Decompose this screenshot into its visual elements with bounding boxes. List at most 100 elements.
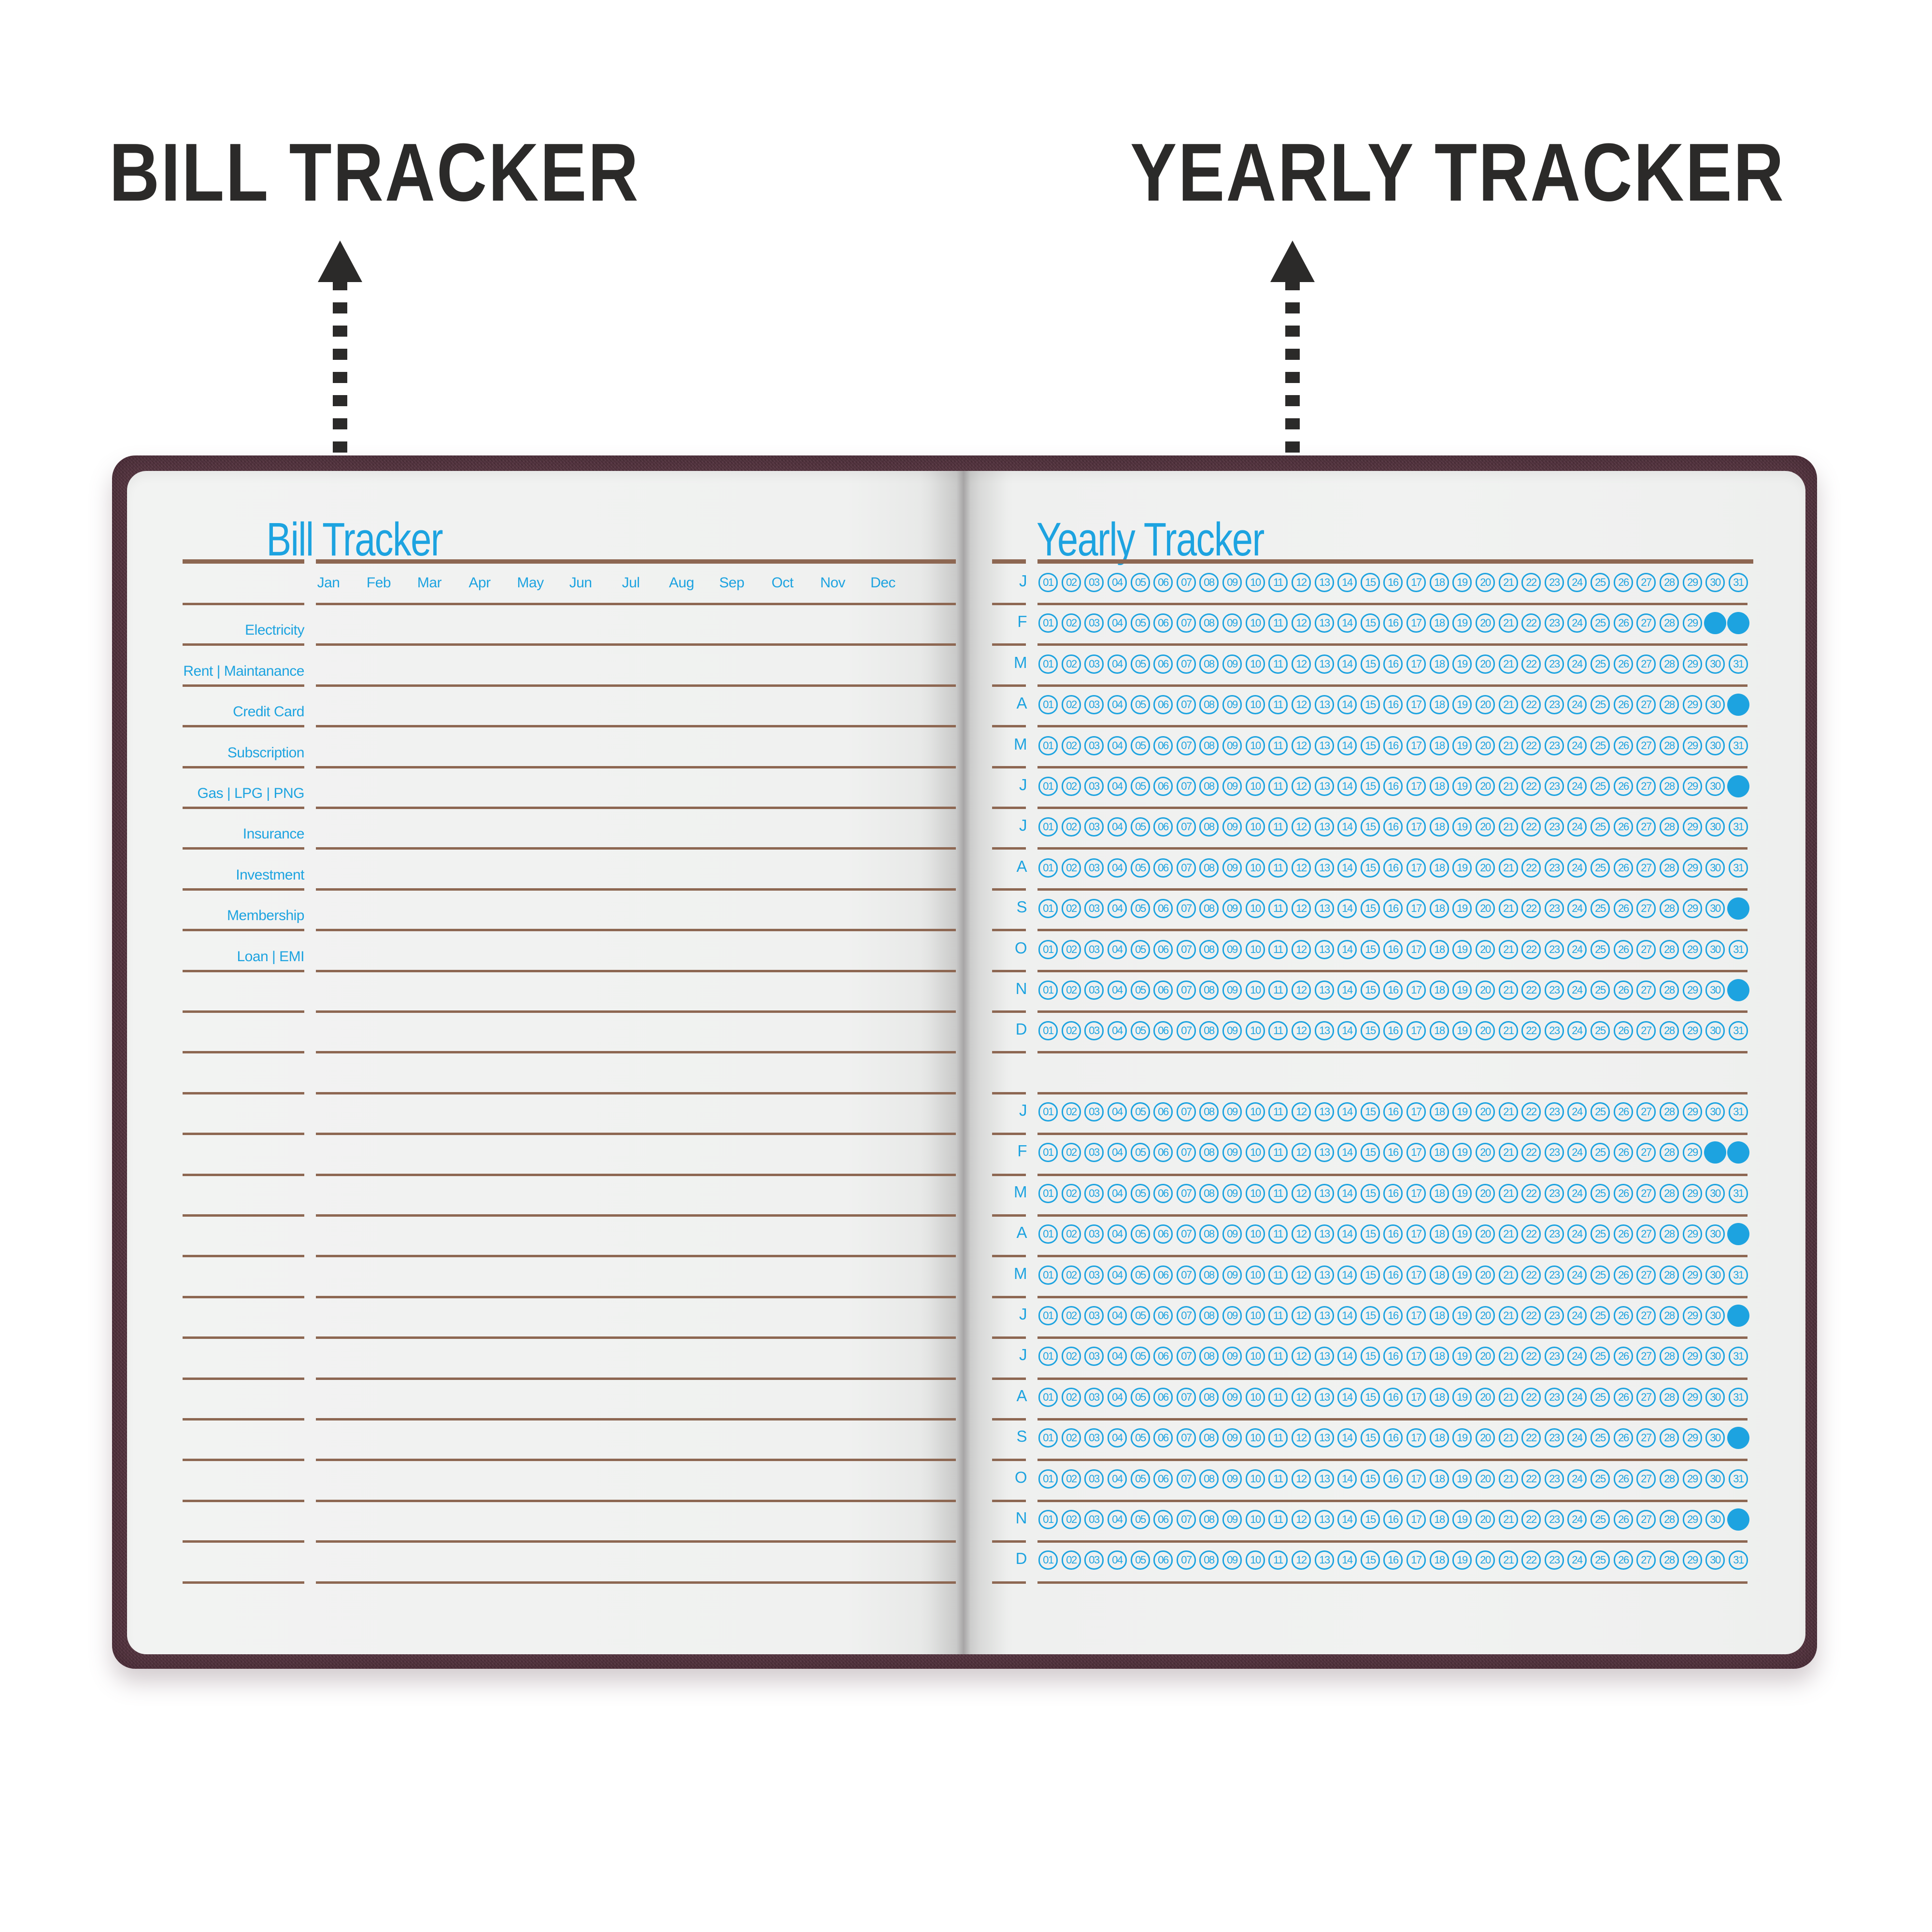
day-circle: 08: [1199, 940, 1219, 959]
day-circle: 07: [1177, 858, 1196, 878]
day-circle: 23: [1545, 1428, 1564, 1448]
day-circle: 05: [1131, 1388, 1150, 1407]
day-circle: 11: [1268, 1428, 1288, 1448]
day-circle: 12: [1292, 1428, 1311, 1448]
day-circle: 07: [1177, 1306, 1196, 1325]
day-circle: 22: [1521, 573, 1541, 592]
day-circle: 15: [1361, 736, 1380, 755]
yearly-month-letter: N: [1015, 1509, 1027, 1527]
day-circle: 18: [1430, 899, 1449, 918]
day-circle: 28: [1660, 1388, 1679, 1407]
day-circle: 26: [1614, 1224, 1633, 1244]
day-circle: 15: [1361, 1347, 1380, 1366]
day-circle: 14: [1337, 573, 1357, 592]
day-circle: 28: [1660, 1306, 1679, 1325]
rule-line: [183, 1255, 304, 1257]
day-circle: 14: [1337, 1469, 1357, 1489]
day-circle: 30: [1705, 1224, 1725, 1244]
day-circle: 02: [1062, 654, 1081, 674]
day-circle: 18: [1430, 613, 1449, 633]
day-circle: 16: [1383, 1469, 1403, 1489]
day-circle: 05: [1131, 817, 1150, 837]
day-circle: 07: [1177, 573, 1196, 592]
day-circle: 14: [1337, 613, 1357, 633]
day-circle: 02: [1062, 1224, 1081, 1244]
day-circle: 26: [1614, 1102, 1633, 1122]
day-circle: 10: [1246, 1306, 1265, 1325]
day-filled-dot: [1704, 612, 1726, 634]
day-circle: 25: [1591, 1428, 1610, 1448]
day-circle: 19: [1452, 1265, 1472, 1285]
day-circle: 15: [1361, 899, 1380, 918]
day-circle: 18: [1430, 695, 1449, 714]
rule-line: [183, 1214, 304, 1217]
day-circle: 04: [1108, 1428, 1127, 1448]
rule-line: [1037, 970, 1747, 972]
day-circle: 19: [1452, 654, 1472, 674]
rule-line: [316, 1459, 956, 1461]
day-circle: 03: [1084, 1102, 1104, 1122]
day-circle: 09: [1222, 1102, 1242, 1122]
day-circle: 22: [1521, 613, 1541, 633]
yearly-month-letter: F: [1017, 612, 1027, 630]
day-circle: 19: [1452, 1388, 1472, 1407]
day-circle: 27: [1636, 1102, 1656, 1122]
day-circle: 21: [1499, 940, 1518, 959]
rule-line: [992, 1459, 1026, 1461]
day-circle: 29: [1683, 1184, 1702, 1203]
day-circle: 22: [1521, 1184, 1541, 1203]
day-circle: 04: [1108, 573, 1127, 592]
yearly-month-letter: M: [1014, 735, 1027, 753]
day-circle: 31: [1729, 1021, 1748, 1040]
day-circle: 23: [1545, 1184, 1564, 1203]
day-circle: 22: [1521, 1102, 1541, 1122]
day-circle: 29: [1683, 1265, 1702, 1285]
day-circle: 09: [1222, 1550, 1242, 1570]
bill-category-label: Subscription: [227, 745, 305, 761]
rule-line: [316, 1540, 956, 1543]
day-circle: 24: [1567, 1143, 1587, 1162]
day-circle: 03: [1084, 1184, 1104, 1203]
day-circle: 16: [1383, 1550, 1403, 1570]
day-circle: 04: [1108, 1469, 1127, 1489]
day-filled-dot: [1727, 897, 1749, 920]
day-circle: 09: [1222, 1021, 1242, 1040]
rule-line: [1037, 888, 1747, 891]
day-circle: 04: [1108, 777, 1127, 796]
day-circle: 02: [1062, 1469, 1081, 1489]
day-circle: 08: [1199, 1469, 1219, 1489]
day-circle: 09: [1222, 654, 1242, 674]
day-circle: 11: [1268, 573, 1288, 592]
day-circle: 05: [1131, 1265, 1150, 1285]
day-circle: 31: [1729, 1102, 1748, 1122]
day-circle: 02: [1062, 980, 1081, 1000]
day-circle: 13: [1315, 1224, 1334, 1244]
day-circle: 02: [1062, 1388, 1081, 1407]
month-header-apr: Apr: [469, 575, 491, 591]
day-circle: 04: [1108, 1021, 1127, 1040]
yearly-month-letter: J: [1019, 816, 1027, 834]
bill-category-label: Rent | Maintanance: [183, 663, 304, 679]
day-circle: 22: [1521, 695, 1541, 714]
day-circle: 20: [1476, 980, 1495, 1000]
day-circle: 08: [1199, 777, 1219, 796]
day-circle: 11: [1268, 613, 1288, 633]
rule-line: [992, 643, 1026, 646]
title-underline: [183, 559, 304, 564]
rule-line: [316, 1378, 956, 1380]
day-circle: 15: [1361, 1306, 1380, 1325]
day-circle: 17: [1406, 1102, 1426, 1122]
day-circle: 02: [1062, 899, 1081, 918]
day-circle: 25: [1591, 1347, 1610, 1366]
day-circle: 24: [1567, 940, 1587, 959]
day-circle: 03: [1084, 695, 1104, 714]
rule-line: [316, 725, 956, 727]
rule-line: [1037, 725, 1747, 727]
day-circle: 13: [1315, 1550, 1334, 1570]
day-circle: 11: [1268, 736, 1288, 755]
day-circle: 30: [1705, 1347, 1725, 1366]
day-circle: 25: [1591, 899, 1610, 918]
rule-line: [316, 603, 956, 605]
day-circle: 28: [1660, 1143, 1679, 1162]
day-circle: 14: [1337, 1550, 1357, 1570]
